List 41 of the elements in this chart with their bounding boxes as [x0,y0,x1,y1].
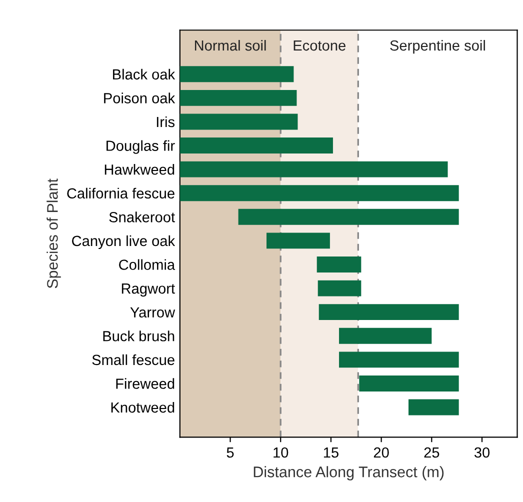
x-tick-label: 15 [324,448,338,458]
y-tick-label: Douglas fir [106,140,175,154]
y-tick-label: Fireweed [116,378,174,389]
y-axis-title: Species of Plant [46,178,61,288]
y-tick-label: California fescue [67,188,174,199]
bar [180,161,448,178]
y-tick-label: Iris [156,116,175,128]
x-tick-label: 10 [274,447,288,458]
y-tick-label: Poison oak [104,92,176,104]
bar [238,208,459,225]
bar [318,304,459,320]
band-label: Normal soil [194,40,266,51]
y-tick-label: Knotweed [111,402,174,413]
y-tick-label: Hawkweed [104,164,174,175]
bar [180,114,298,130]
band-label: Serpentine soil [390,40,485,54]
y-tick-label: Small fescue [92,354,174,366]
bar [339,328,432,344]
band-label: Ecotone [294,40,346,51]
y-tick-label: Collomia [119,259,176,270]
bar [180,90,297,106]
y-tick-label: Buck brush [103,330,174,342]
x-tick-label: 25 [424,447,440,458]
y-tick-label: Black oak [113,68,176,80]
bar [316,256,362,272]
bar [266,232,330,249]
bar [408,399,459,416]
bar [359,375,459,392]
bar [180,185,459,202]
y-tick-label: Ragwort [122,284,175,297]
y-tick-label: Yarrow [130,307,176,318]
bar [180,138,333,154]
bar [318,280,362,296]
x-tick-label: 30 [474,447,490,458]
x-tick-label: 20 [374,447,389,458]
y-tick-label: Canyon live oak [72,235,176,250]
y-tick-label: Snakeroot [109,212,175,222]
bar [180,66,294,82]
bar [339,352,459,368]
x-tick-label: 5 [226,448,234,458]
x-axis-title: Distance Along Transect (m) [254,466,444,480]
